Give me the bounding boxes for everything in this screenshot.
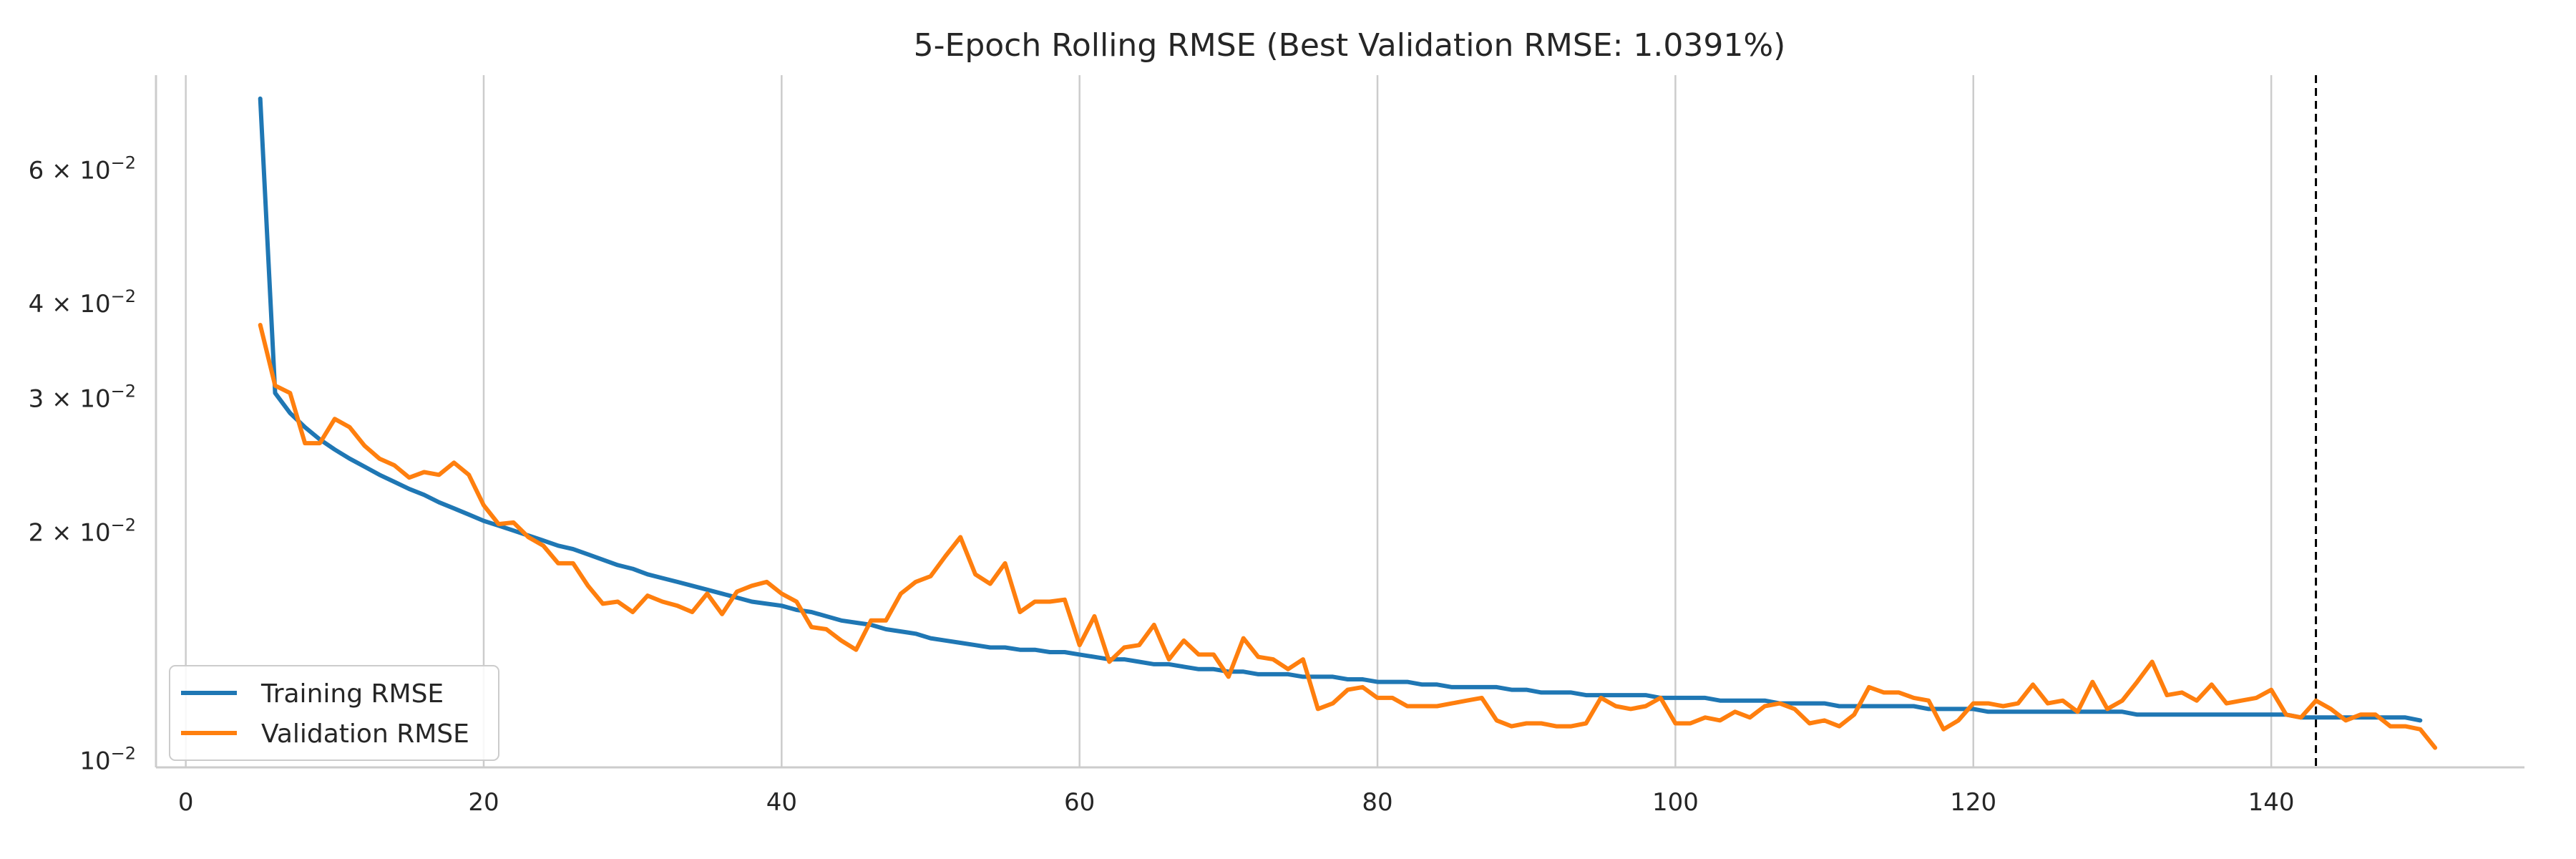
y-tick-label-4: 6 × 10−2: [29, 152, 136, 185]
x-tick-label-60: 60: [1064, 788, 1095, 817]
training-rmse-line: [258, 96, 2423, 723]
x-tick-label-40: 40: [766, 788, 797, 817]
x-grid: [185, 75, 2273, 767]
legend-label-1: Validation RMSE: [261, 719, 469, 749]
legend-box: [169, 665, 499, 761]
y-tick-label-2: 3 × 10−2: [29, 382, 136, 414]
validation-rmse-line: [258, 323, 2438, 750]
x-tick-label-120: 120: [1950, 788, 1996, 817]
x-tick-label-140: 140: [2248, 788, 2295, 817]
series-lines: [258, 96, 2438, 750]
x-tick-label-80: 80: [1362, 788, 1392, 817]
y-tick-label-1: 2 × 10−2: [29, 515, 136, 547]
x-tick-label-0: 0: [178, 788, 194, 817]
x-tick-label-100: 100: [1652, 788, 1699, 817]
chart-title: 5-Epoch Rolling RMSE (Best Validation RM…: [914, 27, 1786, 64]
y-tick-label-0: 10−2: [79, 744, 136, 776]
x-tick-labels: 0 20 40 60 80 100 120 140: [178, 788, 2295, 817]
y-tick-label-3: 4 × 10−2: [29, 286, 136, 319]
x-tick-label-20: 20: [468, 788, 499, 817]
axes: [155, 75, 2524, 769]
y-tick-labels: 10−2 2 × 10−2 3 × 10−2 4 × 10−2 6 × 10−2: [29, 152, 136, 775]
legend: Training RMSE Validation RMSE: [169, 665, 499, 761]
legend-label-0: Training RMSE: [260, 679, 444, 709]
